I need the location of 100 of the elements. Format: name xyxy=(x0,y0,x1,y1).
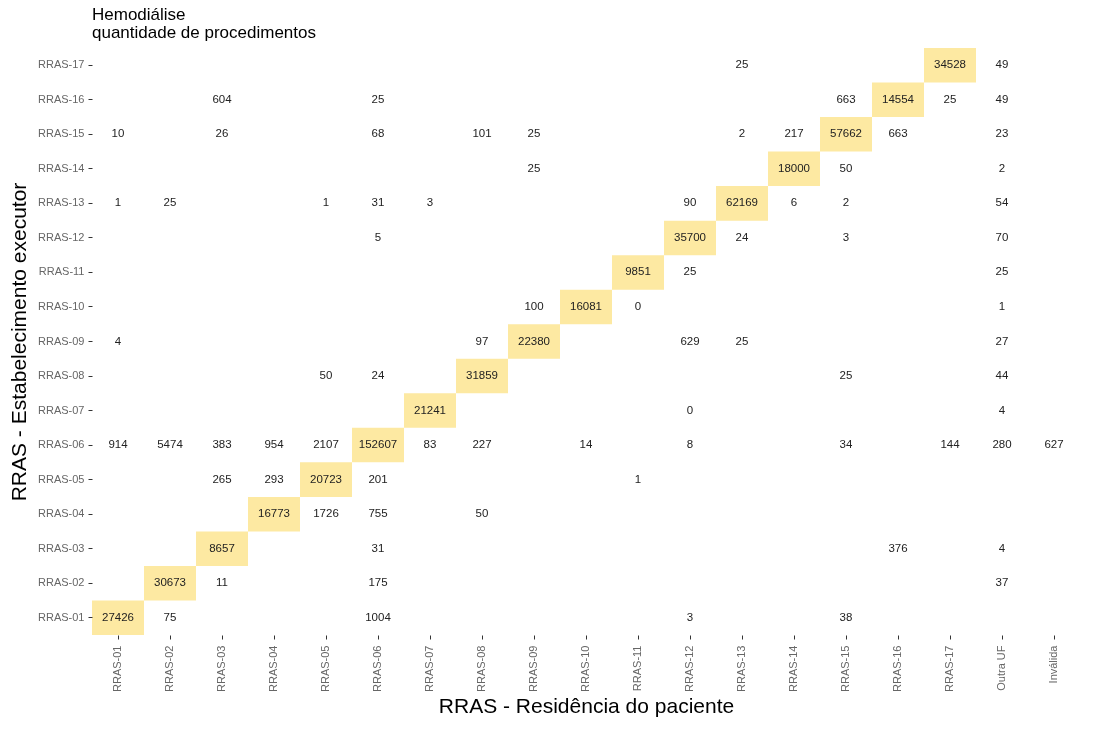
data-label: 1004 xyxy=(365,610,392,623)
y-tick-label: RRAS-11 xyxy=(38,265,85,278)
data-label: 16081 xyxy=(570,299,602,312)
data-label: 265 xyxy=(212,472,232,485)
data-label: 4 xyxy=(114,334,122,347)
data-label: 31859 xyxy=(466,369,498,382)
data-label: 70 xyxy=(995,230,1009,243)
data-label: 50 xyxy=(475,507,489,520)
data-label: 31 xyxy=(371,196,385,209)
data-label: 954 xyxy=(264,438,285,451)
data-label: 5474 xyxy=(157,438,184,451)
data-label: 1 xyxy=(322,196,330,209)
y-tick-label: RRAS-02 xyxy=(38,576,85,589)
data-label: 35700 xyxy=(674,230,706,243)
data-label: 1726 xyxy=(313,507,339,520)
y-tick-label: RRAS-07 xyxy=(38,403,85,416)
data-label: 2 xyxy=(738,127,746,140)
data-label: 152607 xyxy=(358,438,398,451)
x-tick-label: RRAS-13 xyxy=(735,645,747,692)
y-tick-label: RRAS-04 xyxy=(38,507,85,520)
y-tick-label: RRAS-01 xyxy=(38,610,85,623)
data-label: 49 xyxy=(995,92,1009,105)
data-label: 50 xyxy=(839,161,853,174)
data-label: 23 xyxy=(995,127,1009,140)
y-tick-label: RRAS-03 xyxy=(38,541,85,554)
data-label: 25 xyxy=(735,58,749,71)
data-label: 663 xyxy=(888,127,908,140)
data-label: 2 xyxy=(998,161,1006,174)
data-label: 21241 xyxy=(414,403,446,416)
data-label: 25 xyxy=(943,92,957,105)
data-label: 0 xyxy=(686,403,694,416)
data-label: 31 xyxy=(371,541,385,554)
data-label: 75 xyxy=(163,610,177,623)
data-label: 8 xyxy=(686,438,694,451)
x-tick-label: RRAS-09 xyxy=(527,645,539,692)
data-label: 25 xyxy=(371,92,385,105)
y-tick-label: RRAS-06 xyxy=(38,438,85,451)
data-label: 54 xyxy=(995,196,1009,209)
data-label: 90 xyxy=(683,196,697,209)
data-label: 10 xyxy=(111,127,125,140)
data-label: 25 xyxy=(527,127,541,140)
y-tick-label: RRAS-16 xyxy=(38,92,85,105)
data-label: 83 xyxy=(423,438,437,451)
x-tick-label: RRAS-06 xyxy=(371,645,383,692)
x-tick-label: RRAS-07 xyxy=(423,645,435,692)
data-label: 26 xyxy=(215,127,229,140)
y-axis-title: RRAS - Estabelecimento executor xyxy=(7,182,31,502)
data-label: 25 xyxy=(995,265,1009,278)
data-label: 34528 xyxy=(934,58,966,71)
data-label: 755 xyxy=(368,507,388,520)
data-label: 25 xyxy=(527,161,541,174)
y-tick-label: RRAS-08 xyxy=(38,369,85,382)
data-label: 16773 xyxy=(258,507,290,520)
x-tick-label: RRAS-04 xyxy=(267,645,279,692)
data-label: 49 xyxy=(995,58,1009,71)
data-label: 101 xyxy=(472,127,492,140)
data-label: 68 xyxy=(371,127,385,140)
data-label: 2 xyxy=(842,196,850,209)
data-label: 14554 xyxy=(882,92,915,105)
x-tick-label: RRAS-03 xyxy=(215,645,227,692)
data-label: 62169 xyxy=(726,196,758,209)
x-tick-label: RRAS-02 xyxy=(163,645,175,692)
data-label: 18000 xyxy=(778,161,810,174)
x-tick-label: RRAS-17 xyxy=(943,645,955,692)
data-label: 1 xyxy=(114,196,122,209)
data-label: 376 xyxy=(888,541,908,554)
data-label: 20723 xyxy=(310,472,342,485)
y-tick-label: RRAS-12 xyxy=(38,230,85,243)
data-label: 97 xyxy=(475,334,489,347)
data-label: 30673 xyxy=(154,576,186,589)
data-label: 3 xyxy=(842,230,850,243)
y-tick-label: RRAS-10 xyxy=(38,299,85,312)
y-tick-label: RRAS-09 xyxy=(38,334,85,347)
data-label: 27426 xyxy=(102,610,134,623)
data-label: 629 xyxy=(680,334,700,347)
data-label: 25 xyxy=(735,334,749,347)
data-label: 14 xyxy=(579,438,593,451)
data-label: 24 xyxy=(735,230,749,243)
x-tick-label: RRAS-16 xyxy=(891,645,903,692)
x-tick-label: RRAS-01 xyxy=(111,645,123,692)
data-label: 914 xyxy=(108,438,129,451)
data-label: 25 xyxy=(683,265,697,278)
y-tick-label: RRAS-17 xyxy=(38,58,85,71)
data-label: 9851 xyxy=(625,265,651,278)
data-label: 1 xyxy=(634,472,642,485)
x-tick-label: RRAS-11 xyxy=(631,645,643,692)
data-label: 3 xyxy=(426,196,434,209)
x-tick-label: RRAS-05 xyxy=(319,645,331,692)
chart-title: Hemodiálise xyxy=(92,5,186,24)
data-label: 8657 xyxy=(209,541,235,554)
data-label: 227 xyxy=(472,438,492,451)
data-label: 663 xyxy=(836,92,856,105)
data-label: 5 xyxy=(374,230,382,243)
y-tick-label: RRAS-13 xyxy=(38,196,85,209)
y-tick-label: RRAS-14 xyxy=(38,161,85,174)
data-label: 293 xyxy=(264,472,284,485)
data-label: 604 xyxy=(212,92,233,105)
data-label: 627 xyxy=(1044,438,1064,451)
data-label: 175 xyxy=(368,576,388,589)
x-tick-label: RRAS-08 xyxy=(475,645,487,692)
